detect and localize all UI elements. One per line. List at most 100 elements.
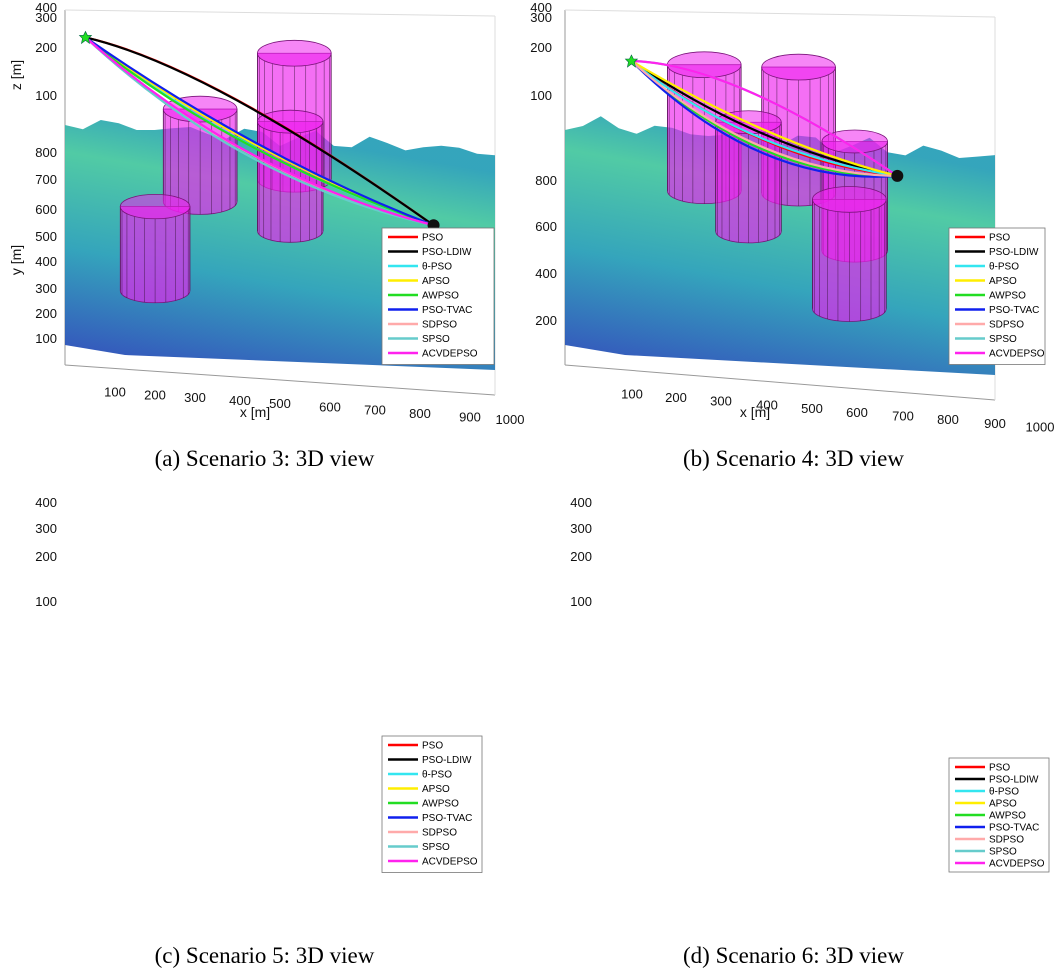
chart-3: 1002003004005006007008009001000100200300… [570,495,1050,873]
y-axis-label: y [m] [8,245,24,275]
z-tick-label: 400 [35,495,57,510]
legend-entry: θ-PSO [989,787,1019,798]
z-tick-label: 300 [530,10,552,25]
x-tick-label: 800 [409,406,431,421]
legend-entry: PSO-LDIW [422,247,472,258]
x-tick-label: 200 [665,390,687,405]
x-tick-label: 800 [937,412,959,427]
legend-entry: ACVDEPSO [989,349,1045,360]
legend-entry: SPSO [422,334,450,345]
start-marker [78,30,93,45]
legend: PSOPSO-LDIWθ-PSOAPSOAWPSOPSO-TVACSDPSOSP… [948,227,1046,365]
legend-entry: PSO-LDIW [422,755,472,766]
x-axis-line [64,364,496,396]
legend-entry: AWPSO [989,291,1026,302]
z-tick-label: 300 [570,521,592,536]
z-tick-label: 300 [35,521,57,536]
legend-entry: APSO [422,276,450,287]
x-tick-label: 700 [364,403,386,418]
legend-entry: SDPSO [422,828,457,839]
chart-1: 100 200 300 400 500 600 700 800 900 1000200400600… [530,0,1055,435]
x-tick-label: 600 [846,405,868,420]
x-tick-label: 600 [319,399,341,414]
series-path--pso [630,59,899,178]
z-tick-label: 400 [530,0,552,15]
x-tick-label: 300 [710,394,732,409]
z-tick-label: 200 [530,40,552,55]
z-axis-label: z [m] [8,60,24,90]
legend-entry: PSO-LDIW [989,775,1039,786]
legend-entry: θ-PSO [422,770,452,781]
z-tick-label: 100 [35,594,57,609]
x-tick-label: 300 [184,390,206,405]
y-tick-label: 200 [35,306,57,321]
legend-entry: ACVDEPSO [989,859,1045,870]
x-tick-label: 100 [104,384,126,399]
goal-marker [891,169,904,182]
legend-entry: AWPSO [422,291,459,302]
legend: PSOPSO-LDIWθ-PSOAPSOAWPSOPSO-TVACSDPSOSP… [948,757,1050,873]
y-tick-label: 400 [535,266,557,281]
legend-entry: SPSO [989,847,1017,858]
legend-entry: APSO [989,799,1017,810]
caption-scenario-4: (b) Scenario 4: 3D view [683,446,904,471]
z-tick-label: 300 [35,10,57,25]
series-path-acvdepso [84,36,435,227]
legend-entry: PSO-TVAC [989,305,1039,316]
y-tick-label: 600 [535,219,557,234]
z-tick-label: 100 [570,594,592,609]
legend-entry: AWPSO [989,811,1026,822]
legend-entry: PSO-TVAC [422,305,472,316]
panel-scenario-6: 1002003004005006007008009001000100200300… [529,488,1058,976]
x-tick-label: 400 [229,393,251,408]
x-tick-label: 900 [459,409,481,424]
x-tick-label: 900 [984,416,1006,431]
legend-entry: PSO-TVAC [422,813,472,824]
x-tick-label: 1000 [496,412,525,427]
y-tick-label: 800 [535,173,557,188]
x-tick-label: 700 [892,409,914,424]
y-tick-label: 300 [35,281,57,296]
series-path-pso-tvac [630,59,899,178]
x-tick-label: 1000 [1026,420,1055,435]
series-path-sdpso [630,59,899,178]
z-tick-label: 100 [530,88,552,103]
series-path-pso-ldiw [84,36,435,227]
y-tick-label: 400 [35,254,57,269]
obstacle-cylinder [812,186,887,322]
series-path-spso [84,36,435,227]
box-top-line [564,9,996,18]
z-tick-label: 200 [35,549,57,564]
y-tick-label: 200 [535,313,557,328]
z-tick-label: 400 [570,495,592,510]
x-axis-label: x [m] [740,404,770,420]
caption-scenario-3: (a) Scenario 3: 3D view [154,446,375,471]
series-path-awpso [84,36,435,227]
legend-entry: PSO [989,233,1010,244]
y-tick-label: 700 [35,172,57,187]
obstacle-cylinder [119,193,191,304]
legend-entry: SDPSO [989,835,1024,846]
chart-2: 1002003004005006007008009001000100200300… [35,495,483,873]
legend-entry: AWPSO [422,799,459,810]
x-tick-label: 200 [144,387,166,402]
z-tick-label: 100 [35,88,57,103]
z-tick-label: 200 [570,549,592,564]
caption-scenario-6: (d) Scenario 6: 3D view [683,943,904,968]
legend-entry: PSO-TVAC [989,823,1039,834]
legend-entry: APSO [422,784,450,795]
series-path-acvdepso [630,59,899,178]
legend-entry: θ-PSO [989,262,1019,273]
legend-entry: SPSO [422,842,450,853]
panel-scenario-4: 100 200 300 400 500 600 700 800 900 1000 200 400 600… [529,0,1058,488]
legend: PSOPSO-LDIWθ-PSOAPSOAWPSOPSO-TVACSDPSOSP… [381,735,483,873]
legend-entry: PSO-LDIW [989,247,1039,258]
x-tick-label: 400 [756,397,778,412]
y-tick-label: 600 [35,202,57,217]
box-top-line [64,9,496,17]
legend-entry: PSO [422,233,443,244]
legend-entry: SDPSO [422,320,457,331]
x-tick-label: 500 [269,396,291,411]
panel-scenario-5: 1002003004005006007008009001000100200300… [0,488,529,976]
x-axis-label: x [m] [240,404,270,420]
